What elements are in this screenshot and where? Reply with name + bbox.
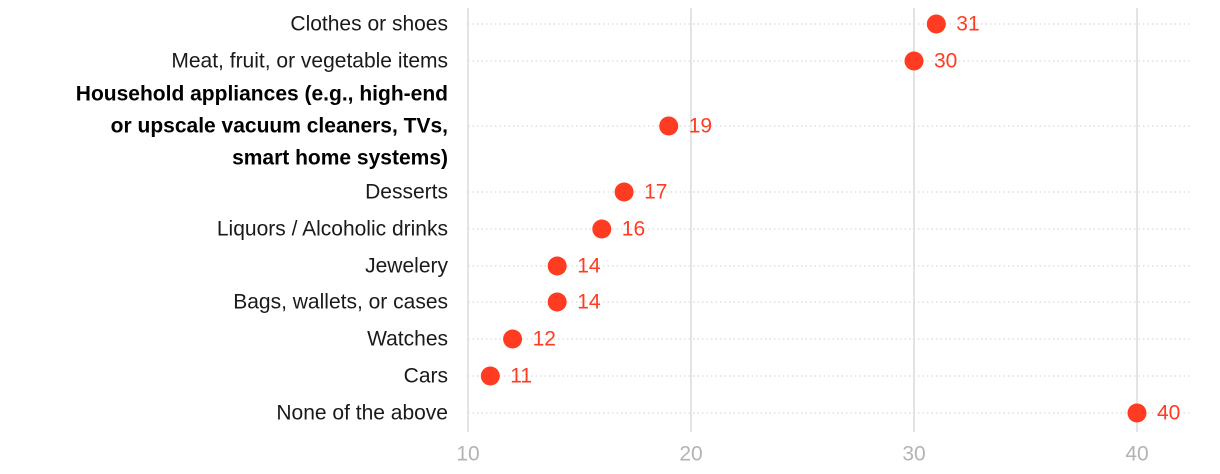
data-point — [614, 182, 634, 202]
data-point — [926, 14, 946, 34]
row-gridlines — [468, 23, 1190, 414]
x-tick-label: 40 — [1125, 443, 1148, 466]
x-tick-label: 10 — [456, 443, 479, 466]
data-point — [1127, 403, 1147, 423]
category-label: smart home systems) — [232, 147, 448, 170]
x-axis-ticks: 10 20 30 40 — [456, 443, 1148, 466]
category-label: Desserts — [365, 181, 448, 204]
value-label: 16 — [622, 218, 645, 241]
category-label: Liquors / Alcoholic drinks — [217, 218, 448, 241]
data-point — [480, 366, 500, 386]
x-tick-label: 30 — [902, 443, 925, 466]
data-points — [480, 14, 1147, 423]
category-label: Cars — [404, 365, 448, 388]
value-label: 40 — [1157, 402, 1180, 425]
category-label: Bags, wallets, or cases — [233, 291, 448, 314]
category-label: or upscale vacuum cleaners, TVs, — [111, 115, 448, 138]
category-label: Household appliances (e.g., high-end — [76, 83, 448, 106]
data-point — [592, 219, 612, 239]
value-label: 12 — [533, 328, 556, 351]
category-labels: Clothes or shoes Meat, fruit, or vegetabl… — [76, 13, 449, 425]
category-label: None of the above — [276, 402, 448, 425]
data-point — [547, 292, 567, 312]
value-label: 31 — [956, 13, 979, 36]
category-label: Clothes or shoes — [290, 13, 448, 36]
data-point — [547, 256, 567, 276]
data-point — [503, 329, 523, 349]
value-label: 30 — [934, 50, 957, 73]
value-label: 14 — [577, 255, 601, 278]
category-label: Jewelery — [365, 255, 448, 278]
value-label: 11 — [510, 365, 532, 388]
value-label: 17 — [644, 181, 667, 204]
value-label: 19 — [689, 115, 712, 138]
value-label: 14 — [577, 291, 601, 314]
vertical-gridlines — [467, 8, 1138, 432]
x-tick-label: 20 — [679, 443, 702, 466]
category-label: Watches — [367, 328, 448, 351]
category-label: Meat, fruit, or vegetable items — [171, 50, 448, 73]
data-point — [659, 116, 679, 136]
data-point — [904, 51, 924, 71]
